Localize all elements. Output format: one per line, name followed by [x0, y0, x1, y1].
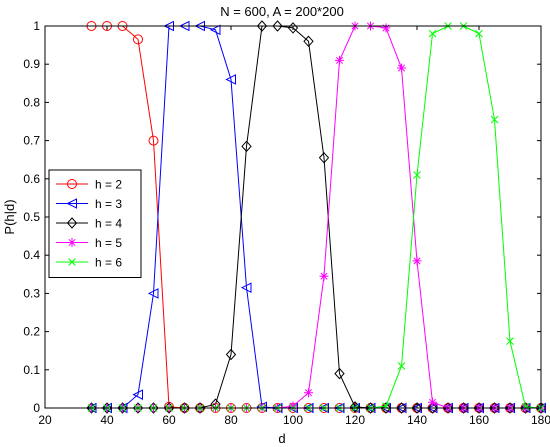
data-point-asterisk [304, 388, 313, 398]
data-point-diamond [241, 140, 252, 153]
legend-label: h = 6 [95, 256, 122, 270]
data-point-x [413, 171, 421, 179]
data-point-circle [148, 135, 159, 146]
data-point-x [506, 337, 514, 346]
data-point-triangle [132, 389, 143, 400]
data-point-x [490, 115, 499, 124]
data-point-diamond [318, 152, 330, 164]
data-point-x [521, 403, 530, 411]
data-point-diamond [473, 402, 485, 414]
x-tick-label: 60 [162, 413, 176, 427]
data-point-x [428, 29, 437, 38]
x-axis-label: d [278, 431, 285, 446]
y-tick-label: 0.7 [23, 134, 40, 148]
data-point-diamond [442, 402, 454, 414]
x-tick-label: 160 [469, 413, 489, 427]
data-point-diamond [101, 402, 113, 414]
y-tick-label: 0.3 [23, 286, 40, 300]
data-point-x [397, 362, 406, 370]
y-tick-label: 0.9 [23, 57, 40, 71]
data-point-asterisk [412, 256, 422, 266]
data-point-asterisk [381, 23, 391, 33]
legend-item: h = 2 [56, 178, 122, 192]
data-point-diamond [458, 402, 469, 414]
x-tick-label: 20 [38, 413, 52, 427]
legend-item: h = 4 [56, 217, 122, 231]
data-point-diamond [411, 402, 423, 414]
legend-label: h = 4 [95, 217, 122, 231]
data-point-diamond [489, 402, 500, 414]
data-point-diamond [535, 402, 547, 414]
legend-item: h = 5 [56, 236, 122, 250]
legend-item: h = 6 [56, 256, 122, 270]
y-tick-label: 0.2 [23, 325, 40, 339]
data-point-asterisk [67, 238, 77, 247]
data-point-circle [133, 34, 143, 45]
data-point-triangle [66, 198, 77, 209]
data-point-triangle [240, 282, 252, 293]
y-axis-label: P(h|d) [2, 199, 17, 234]
y-tick-label: 0 [33, 401, 40, 415]
y-tick-label: 0.5 [23, 210, 40, 224]
data-point-diamond [194, 402, 206, 414]
data-point-diamond [303, 35, 314, 48]
data-point-diamond [117, 402, 128, 414]
x-tick-label: 100 [283, 413, 303, 427]
x-tick-label: 40 [100, 413, 114, 427]
data-point-diamond [179, 402, 190, 414]
plot-frame [44, 25, 542, 409]
data-point-triangle [147, 288, 159, 299]
y-tick-label: 0.1 [23, 363, 40, 377]
data-point-diamond [132, 402, 144, 414]
data-point-diamond [334, 367, 345, 380]
x-tick-label: 120 [345, 413, 365, 427]
data-point-diamond [520, 402, 531, 414]
data-point-diamond [396, 402, 407, 414]
data-point-triangle [225, 74, 236, 85]
x-tick-label: 140 [407, 413, 427, 427]
x-tick-label: 80 [224, 413, 238, 427]
y-tick-label: 0.6 [23, 172, 40, 186]
data-point-asterisk [288, 401, 298, 411]
data-point-asterisk [397, 63, 406, 73]
data-point-diamond [225, 348, 237, 361]
data-point-diamond [66, 217, 78, 229]
y-tick-label: 1 [33, 19, 40, 33]
y-tick-label: 0.8 [23, 95, 40, 109]
x-tick-label: 180 [531, 413, 550, 427]
data-point-x [68, 258, 76, 266]
data-point-asterisk [319, 271, 329, 281]
data-point-diamond [86, 402, 97, 414]
data-point-diamond [272, 20, 283, 32]
data-point-diamond [256, 20, 268, 32]
data-point-diamond [504, 402, 516, 414]
data-point-x [475, 29, 483, 38]
legend-label: h = 3 [95, 197, 122, 211]
legend-item: h = 3 [56, 197, 122, 211]
legend-label: h = 2 [95, 178, 122, 192]
data-point-diamond [427, 402, 438, 414]
y-tick-label: 0.4 [23, 248, 40, 262]
legend: h = 2 h = 3 h = 4 h = 5 h = 6 [48, 169, 142, 278]
data-point-circle [67, 179, 77, 189]
data-point-triangle [209, 24, 221, 36]
data-point-diamond [365, 402, 376, 414]
chart-title: N = 600, A = 200*200 [220, 4, 344, 19]
data-point-asterisk [335, 55, 344, 65]
legend-box [48, 169, 142, 278]
data-point-diamond [148, 402, 159, 414]
legend-label: h = 5 [95, 236, 122, 250]
data-point-diamond [163, 402, 175, 414]
data-point-asterisk [428, 397, 437, 407]
